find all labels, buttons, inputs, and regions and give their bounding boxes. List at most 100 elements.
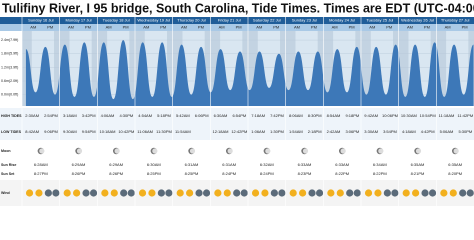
weather-icon (440, 189, 448, 197)
moon-light (114, 148, 120, 154)
high-tide-time: 8:54AM (327, 113, 341, 118)
tide-page: Tulifiny River, I 95 bridge, South Carol… (0, 1, 474, 206)
weather-icon (120, 189, 128, 197)
night-shade (167, 31, 173, 106)
high-tide-time: 4:30PM (119, 113, 133, 118)
sunset-time: 8:22PM (373, 171, 387, 176)
low-tide-time: 3:06PM (345, 129, 359, 134)
tide-rows-bg (0, 108, 474, 140)
night-shade (285, 31, 296, 106)
low-tide-time: 9:06PM (44, 129, 58, 134)
weather-icon (223, 189, 231, 197)
high-tide-time: 4:54AM (138, 113, 152, 118)
night-shade (129, 31, 135, 106)
weather-icon (73, 189, 81, 197)
am-label: AM (68, 25, 74, 30)
weather-icon (336, 189, 344, 197)
day-name: Wednesday 19 Jul (137, 18, 170, 23)
am-label: AM (407, 25, 413, 30)
y-tick-label: 1.2m(3.9ft) (1, 65, 18, 69)
pm-label: PM (198, 25, 204, 30)
row-label: Moon (1, 149, 11, 153)
high-tide-time: 6:06PM (195, 113, 209, 118)
low-tide-time: 4:18AM (402, 129, 416, 134)
sunrise-time: 6:32AM (260, 162, 274, 167)
weather-icon (63, 189, 71, 197)
low-tide-time: 9:54PM (82, 129, 96, 134)
weather-icon (202, 189, 211, 197)
am-label: AM (445, 25, 451, 30)
sunset-time: 8:25PM (185, 171, 199, 176)
low-tide-time: 11:06AM (137, 129, 153, 134)
weather-icon (308, 189, 316, 197)
weather-icon (35, 189, 43, 197)
moon-light (340, 148, 346, 154)
high-tide-time: 5:42AM (176, 113, 190, 118)
low-tide-time: 5:30PM (458, 129, 472, 134)
weather-icon (176, 189, 184, 197)
night-shade (210, 31, 221, 106)
sunrise-time: 6:31AM (222, 162, 236, 167)
pm-label: PM (236, 25, 242, 30)
y-tick-label: 0.6m(2.0ft) (1, 79, 18, 83)
day-name: Sunday 23 Jul (292, 18, 317, 23)
am-label: AM (181, 25, 187, 30)
weather-icon (364, 189, 373, 197)
weather-icon (459, 189, 467, 197)
weather-icon (157, 189, 165, 197)
am-label: AM (369, 25, 375, 30)
am-label: AM (143, 25, 149, 30)
night-shade (242, 31, 248, 106)
y-tick-label: 0.0m(0.0ft) (1, 93, 18, 97)
am-label: AM (219, 25, 225, 30)
day-name: Tuesday 25 Jul (366, 18, 393, 23)
low-tide-time: 2:18PM (308, 129, 322, 134)
moon-light (227, 148, 233, 154)
am-label: AM (30, 25, 36, 30)
low-tide-time: 1:54AM (289, 129, 303, 134)
sunset-time: 8:22PM (335, 171, 349, 176)
low-tide-time: 11:30PM (156, 129, 172, 134)
high-tide-time: 8:30PM (308, 113, 322, 118)
weather-icon (233, 189, 241, 197)
weather-icon (214, 189, 222, 197)
moon-light (265, 148, 271, 154)
day-name: Thursday 27 Jul (441, 18, 470, 23)
low-tide-time: 2:42AM (327, 129, 341, 134)
moon-light (302, 148, 309, 154)
weather-icon (148, 189, 156, 197)
low-tide-time: 3:54PM (383, 129, 397, 134)
tide-area (25, 40, 474, 106)
low-tide-time: 1:06AM (251, 129, 265, 134)
sunrise-time: 6:29AM (72, 162, 86, 167)
weather-icon (52, 189, 60, 197)
night-shade (54, 31, 60, 106)
weather-icon (402, 189, 410, 197)
pm-label: PM (273, 25, 279, 30)
day-name: Monday 24 Jul (329, 18, 355, 23)
weather-icon (89, 189, 98, 197)
low-tide-time: 10:42PM (118, 129, 134, 134)
moon-light (152, 148, 158, 154)
day-name: Tuesday 18 Jul (103, 18, 130, 23)
y-tick-label: 2.4m(7.9ft) (1, 38, 18, 42)
sunrise-time: 6:35AM (411, 162, 425, 167)
weather-icon (428, 189, 437, 197)
day-name: Monday 17 Jul (65, 18, 91, 23)
weather-icon (449, 189, 457, 197)
weather-icon (278, 189, 286, 197)
row-label: HIGH TIDES (1, 114, 22, 118)
weather-icon (165, 189, 173, 197)
weather-icon (315, 189, 324, 197)
high-tide-time: 7:18AM (251, 113, 265, 118)
high-tide-time: 6:54PM (232, 113, 246, 118)
high-tide-time: 11:42PM (457, 113, 473, 118)
sunset-time: 8:26PM (72, 171, 86, 176)
weather-icon (251, 189, 260, 197)
sunset-time: 8:25PM (147, 171, 161, 176)
weather-icon (466, 189, 474, 197)
day-name: Saturday 22 Jul (253, 18, 281, 23)
pm-label: PM (160, 25, 166, 30)
sunrise-time: 6:33AM (335, 162, 349, 167)
weather-icon (391, 189, 399, 197)
